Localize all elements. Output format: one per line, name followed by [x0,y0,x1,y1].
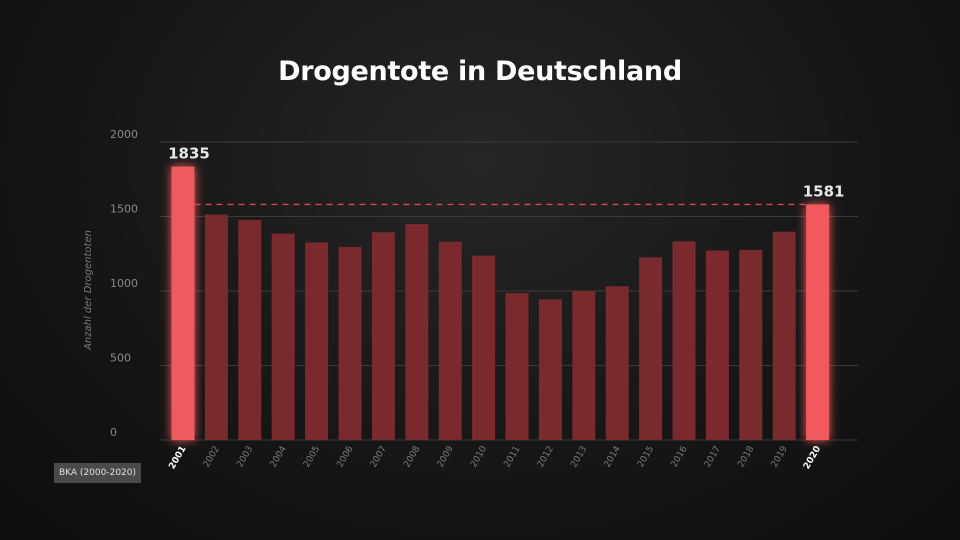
x-tick-label: 2006 [335,444,355,469]
bars [171,166,830,440]
bar [605,286,629,440]
bar [204,214,228,440]
x-tick-label: 2015 [636,445,656,470]
value-label: 1581 [803,182,845,200]
x-tick-label: 2005 [302,445,322,470]
y-tick-label: 2000 [110,128,138,141]
bar [772,231,796,440]
value-label: 1835 [168,145,210,163]
x-tick-label: 2010 [469,444,489,469]
bar [305,242,329,440]
x-tick-label: 2020 [802,445,823,472]
bar [405,224,429,440]
y-tick-label: 0 [110,426,117,439]
value-labels: 1835 1581 [168,145,844,201]
x-tick-label: 2012 [536,445,556,470]
y-axis-ticks: 0 500 1000 1500 2000 [110,128,138,439]
bar-highlighted [806,204,830,440]
bar [438,241,462,440]
x-tick-label: 2019 [770,444,790,469]
bar [739,249,763,440]
x-tick-label: 2014 [603,444,623,469]
x-tick-label: 2018 [736,444,756,469]
bar [238,219,262,440]
bar [271,233,295,440]
y-tick-label: 500 [110,352,131,365]
bar [572,290,596,440]
x-tick-label: 2008 [402,444,422,469]
y-axis-label: Anzahl der Drogentoten [83,230,94,351]
source-badge: BKA (2000-2020) [54,463,142,483]
x-tick-label: 2016 [669,444,689,469]
bar [505,293,529,440]
bar [639,257,663,440]
y-tick-label: 1500 [110,203,138,216]
x-tick-label: 2009 [436,444,456,469]
x-axis-ticks: 2001 2002 2003 2004 2005 2006 2007 2008 2009 2010… [167,444,823,471]
bar-highlighted [171,166,195,440]
x-tick-label: 2013 [569,445,589,470]
bar [371,232,395,440]
x-tick-label: 2011 [502,445,522,470]
y-tick-label: 1000 [110,277,138,290]
x-tick-label: 2002 [202,445,222,470]
bar [538,299,562,440]
bar [472,255,496,440]
x-tick-label: 2007 [369,445,389,470]
chart-title: Drogentote in Deutschland [278,56,682,87]
bar [705,250,729,440]
x-tick-label: 2003 [235,445,255,470]
x-tick-label: 2001 [167,445,188,472]
bar [338,246,362,440]
x-tick-label: 2004 [269,444,289,469]
bar [672,241,696,440]
x-tick-label: 2017 [703,445,723,470]
